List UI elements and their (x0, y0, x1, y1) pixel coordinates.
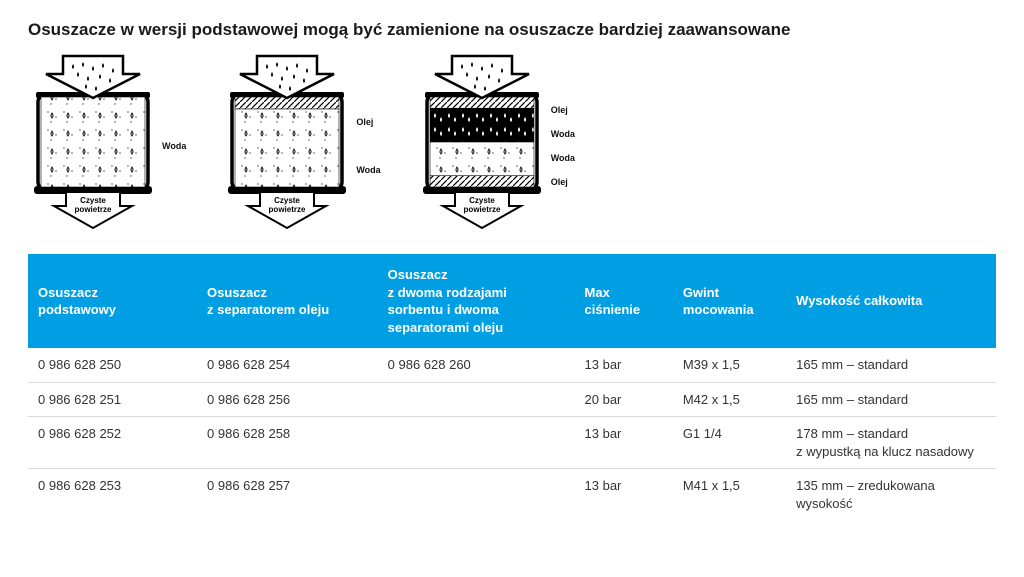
col-header: Gwintmocowania (673, 254, 786, 348)
svg-text:powietrze: powietrze (269, 205, 306, 214)
diagram-side-labels: Olej Woda Woda Olej (551, 54, 575, 194)
table-row: 0 986 628 2520 986 628 258 13 barG1 1/417… (28, 417, 996, 469)
svg-text:Czyste: Czyste (274, 196, 300, 205)
col-header: Osuszaczz dwoma rodzajami sorbentu i dwo… (378, 254, 575, 348)
table-cell: 0 986 628 258 (197, 417, 378, 469)
table-cell: 20 bar (575, 382, 673, 417)
table-cell: 0 986 628 256 (197, 382, 378, 417)
table-cell: 0 986 628 251 (28, 382, 197, 417)
col-header: Wysokość całkowita (786, 254, 996, 348)
diagram-oil-separator: Czyste powietrze Olej Woda (222, 54, 380, 232)
table-cell: 0 986 628 253 (28, 469, 197, 521)
table-cell: M41 x 1,5 (673, 469, 786, 521)
col-header: Osuszaczpodstawowy (28, 254, 197, 348)
table-cell: 13 bar (575, 417, 673, 469)
table-row: 0 986 628 2500 986 628 2540 986 628 2601… (28, 348, 996, 382)
col-header: Osuszaczz separatorem oleju (197, 254, 378, 348)
spec-table: OsuszaczpodstawowyOsuszaczz separatorem … (28, 254, 996, 520)
svg-text:Czyste: Czyste (80, 196, 106, 205)
layer-label: Woda (162, 141, 186, 151)
layer-label: Woda (551, 129, 575, 139)
table-cell: G1 1/4 (673, 417, 786, 469)
table-cell: 13 bar (575, 469, 673, 521)
diagram-side-labels: Woda (162, 54, 186, 194)
table-body: 0 986 628 2500 986 628 2540 986 628 2601… (28, 348, 996, 520)
diagrams-row: Czyste powietrze Woda Czyste powietrze O… (28, 54, 996, 232)
svg-text:powietrze: powietrze (75, 205, 112, 214)
table-row: 0 986 628 2530 986 628 257 13 barM41 x 1,… (28, 469, 996, 521)
layer-label: Olej (551, 105, 575, 115)
svg-text:Czyste: Czyste (469, 196, 495, 205)
table-row: 0 986 628 2510 986 628 256 20 barM42 x 1,… (28, 382, 996, 417)
table-cell (378, 382, 575, 417)
layer-label: Olej (551, 177, 575, 187)
table-cell: 165 mm – standard (786, 382, 996, 417)
table-cell: 0 986 628 257 (197, 469, 378, 521)
table-cell: 0 986 628 254 (197, 348, 378, 382)
table-cell: 178 mm – standardz wypustką na klucz nas… (786, 417, 996, 469)
table-cell: 0 986 628 250 (28, 348, 197, 382)
table-cell: 0 986 628 252 (28, 417, 197, 469)
table-header-row: OsuszaczpodstawowyOsuszaczz separatorem … (28, 254, 996, 348)
table-cell: M42 x 1,5 (673, 382, 786, 417)
table-cell: 0 986 628 260 (378, 348, 575, 382)
table-cell (378, 469, 575, 521)
table-cell: 13 bar (575, 348, 673, 382)
layer-label: Woda (551, 153, 575, 163)
diagram-dual-sorbent: Czyste powietrze Olej Woda Woda Olej (417, 54, 575, 232)
page-title: Osuszacze w wersji podstawowej mogą być … (28, 20, 996, 40)
layer-label: Olej (356, 117, 380, 127)
table-cell: M39 x 1,5 (673, 348, 786, 382)
table-cell (378, 417, 575, 469)
diagram-basic: Czyste powietrze Woda (28, 54, 186, 232)
layer-label: Woda (356, 165, 380, 175)
diagram-side-labels: Olej Woda (356, 54, 380, 194)
table-cell: 165 mm – standard (786, 348, 996, 382)
table-cell: 135 mm – zredukowanawysokość (786, 469, 996, 521)
col-header: Maxciśnienie (575, 254, 673, 348)
svg-text:powietrze: powietrze (463, 205, 500, 214)
